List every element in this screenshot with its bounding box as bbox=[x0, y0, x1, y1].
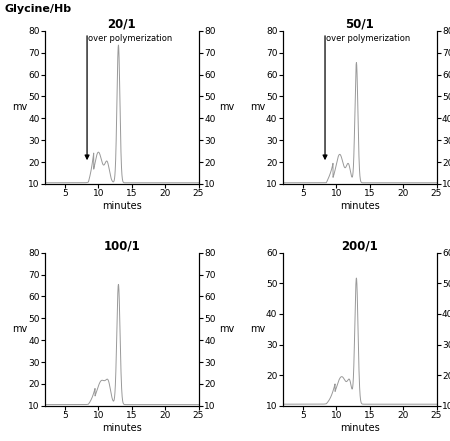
X-axis label: minutes: minutes bbox=[102, 201, 142, 211]
Y-axis label: mv: mv bbox=[250, 324, 265, 334]
X-axis label: minutes: minutes bbox=[102, 423, 142, 433]
Y-axis label: mv: mv bbox=[250, 102, 265, 112]
Text: over polymerization: over polymerization bbox=[326, 34, 410, 43]
Y-axis label: mv: mv bbox=[12, 102, 27, 112]
Title: 50/1: 50/1 bbox=[345, 18, 374, 31]
Text: over polymerization: over polymerization bbox=[88, 34, 173, 43]
Text: Glycine/Hb: Glycine/Hb bbox=[4, 4, 72, 15]
Title: 200/1: 200/1 bbox=[342, 240, 378, 253]
Y-axis label: mv: mv bbox=[12, 324, 27, 334]
Y-axis label: mv: mv bbox=[219, 102, 234, 112]
Title: 100/1: 100/1 bbox=[104, 240, 140, 253]
X-axis label: minutes: minutes bbox=[340, 423, 380, 433]
X-axis label: minutes: minutes bbox=[340, 201, 380, 211]
Title: 20/1: 20/1 bbox=[108, 18, 136, 31]
Y-axis label: mv: mv bbox=[219, 324, 234, 334]
